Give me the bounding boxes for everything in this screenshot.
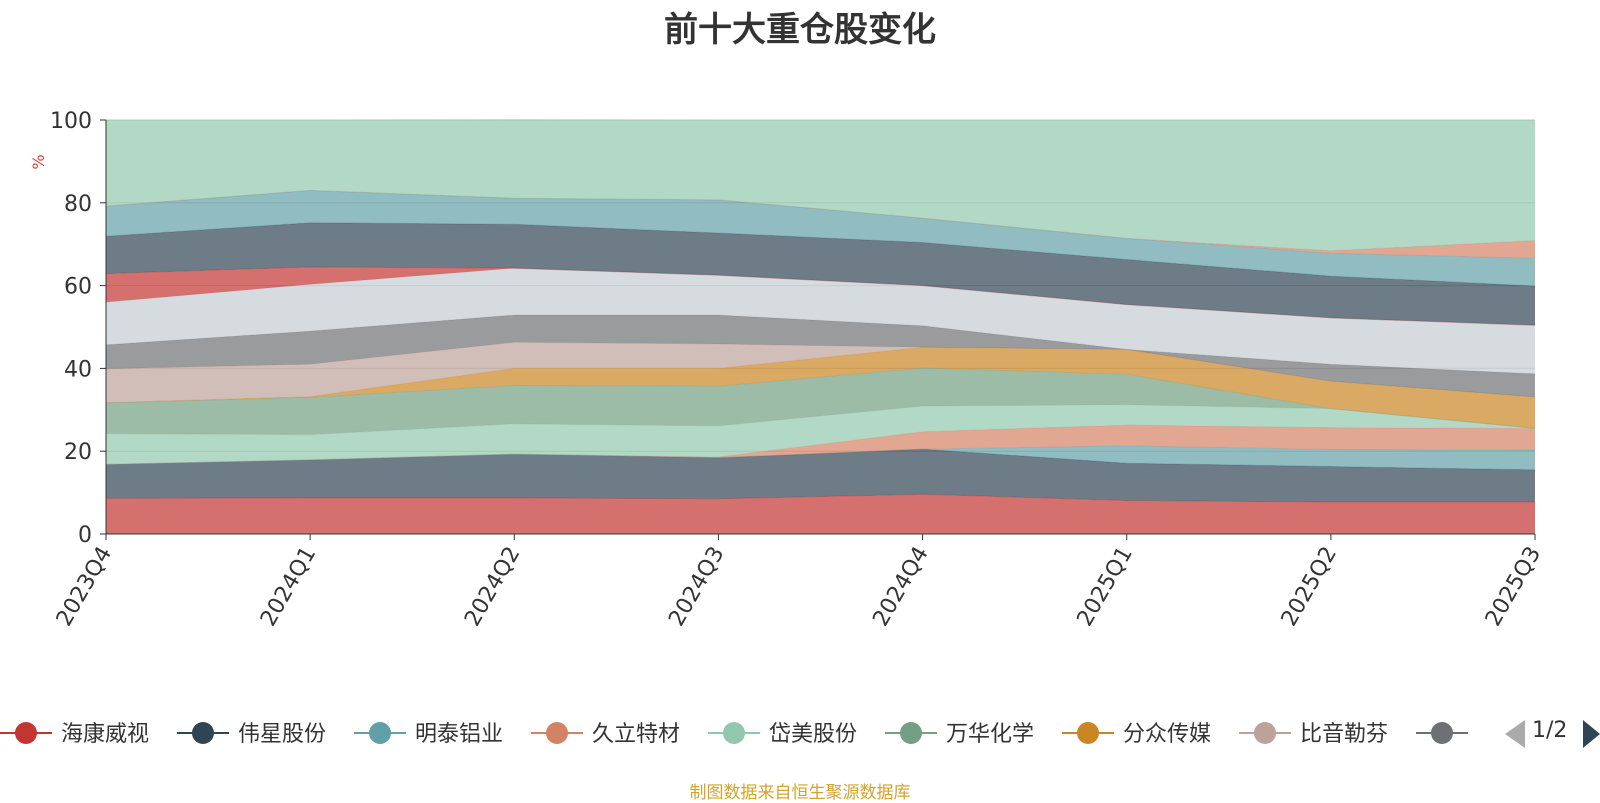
y-tick-label: 40 [64,357,92,382]
legend-marker [15,722,37,744]
y-tick-label: 80 [64,192,92,217]
y-tick-label: 0 [78,523,92,548]
legend-marker [546,722,568,744]
legend-marker [192,722,214,744]
legend-marker [1431,722,1453,744]
legend-prev-icon [1505,720,1525,748]
legend-label: 明泰铝业 [415,722,503,747]
legend-marker [900,722,922,744]
y-tick-label: 20 [64,440,92,465]
legend-marker [723,722,745,744]
legend-label: 海康威视 [61,722,149,747]
x-tick-label: 2024Q3 [664,543,729,631]
legend-label: 岱美股份 [769,722,857,747]
legend-label: 分众传媒 [1123,722,1211,747]
x-tick-label: 2025Q1 [1073,543,1138,631]
legend-marker [1077,722,1099,744]
x-tick-label: 2024Q2 [460,543,525,631]
y-axis-label: % [29,154,48,169]
legend-page-indicator: 1/2 [1532,718,1567,743]
legend-label: 久立特材 [592,722,680,747]
legend-label: 伟星股份 [238,722,326,747]
x-tick-label: 2025Q2 [1277,543,1342,631]
legend-marker [1254,722,1276,744]
x-tick-label: 2023Q4 [52,543,117,631]
x-tick-label: 2024Q4 [868,543,933,631]
y-tick-label: 100 [50,109,92,134]
legend-marker [369,722,391,744]
y-tick-label: 60 [64,275,92,300]
x-tick-label: 2024Q1 [256,543,321,631]
legend-next-icon [1583,720,1600,748]
legend-label: 万华化学 [946,722,1034,747]
legend-label: 比音勒芬 [1300,722,1388,747]
source-note: 制图数据来自恒生聚源数据库 [0,778,1600,803]
x-tick-label: 2025Q3 [1481,543,1546,631]
